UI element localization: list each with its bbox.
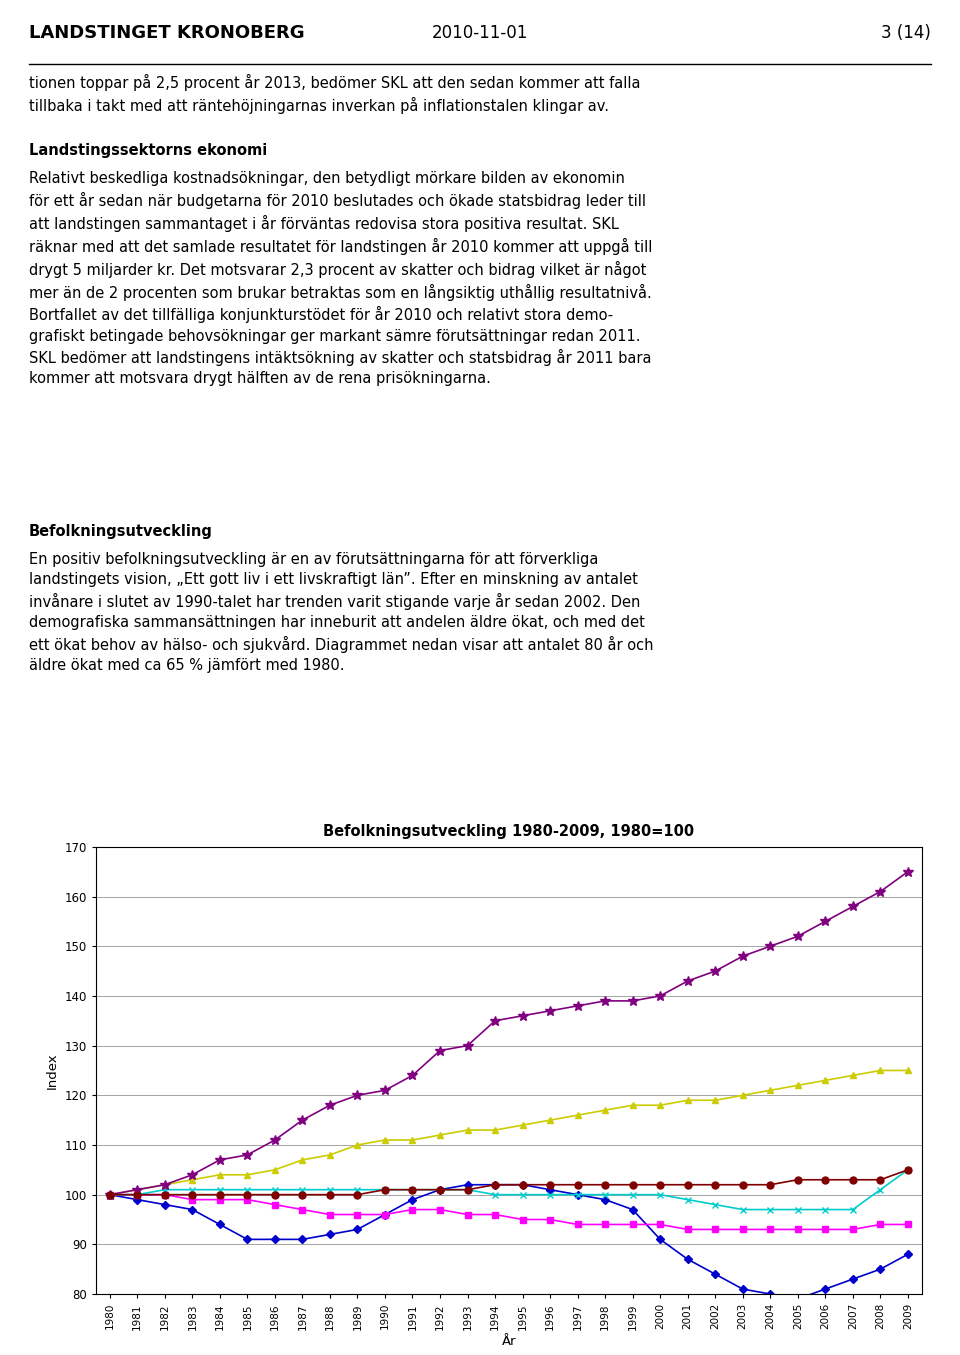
Text: LANDSTINGET KRONOBERG: LANDSTINGET KRONOBERG — [29, 24, 304, 42]
Text: Relativt beskedliga kostnadsökningar, den betydligt mörkare bilden av ekonomin
f: Relativt beskedliga kostnadsökningar, de… — [29, 171, 652, 386]
Title: Befolkningsutveckling 1980-2009, 1980=100: Befolkningsutveckling 1980-2009, 1980=10… — [324, 824, 694, 839]
X-axis label: År: År — [501, 1335, 516, 1348]
Text: 3 (14): 3 (14) — [881, 24, 931, 42]
Text: Landstingssektorns ekonomi: Landstingssektorns ekonomi — [29, 144, 267, 159]
Y-axis label: Index: Index — [46, 1051, 60, 1089]
Text: En positiv befolkningsutveckling är en av förutsättningarna för att förverkliga
: En positiv befolkningsutveckling är en a… — [29, 551, 654, 672]
Text: Befolkningsutveckling: Befolkningsutveckling — [29, 524, 213, 539]
Text: tionen toppar på 2,5 procent år 2013, bedömer SKL att den sedan kommer att falla: tionen toppar på 2,5 procent år 2013, be… — [29, 75, 640, 114]
Text: 2010-11-01: 2010-11-01 — [432, 24, 528, 42]
